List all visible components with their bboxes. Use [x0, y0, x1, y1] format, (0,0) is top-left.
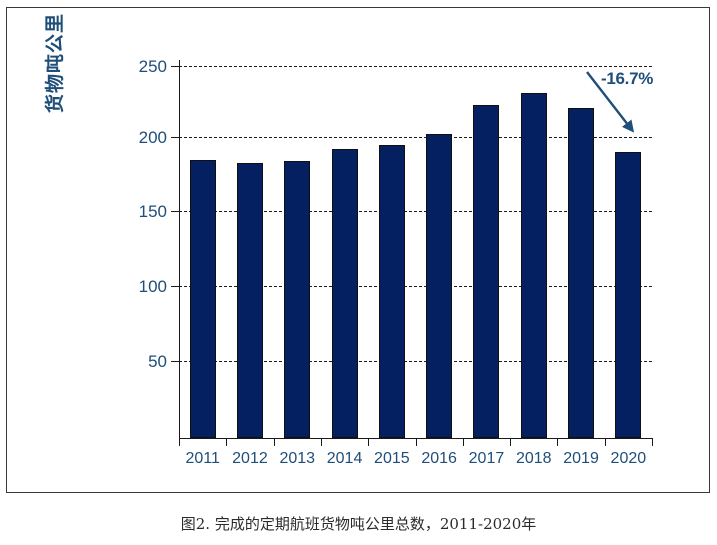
x-tick-mark-4	[368, 438, 370, 446]
y-tick-label-100: 100	[138, 277, 167, 296]
x-tick-label-2017: 2017	[468, 450, 505, 467]
y-tick-mark-250	[171, 66, 180, 67]
y-tick-mark-100	[171, 286, 180, 287]
figure-caption: 图2. 完成的定期航班货物吨公里总数，2011-2020年	[180, 515, 537, 533]
x-tick-label-2018: 2018	[515, 450, 552, 467]
gridline-50	[179, 361, 652, 362]
y-axis-title: 货物吨公里	[40, 0, 67, 163]
bar-2018	[520, 92, 547, 438]
x-tick-mark-8	[557, 438, 559, 446]
y-axis-line	[179, 60, 180, 444]
down-right-arrow-icon	[586, 71, 635, 133]
x-tick-mark-1	[226, 438, 228, 446]
bar-2012	[236, 162, 263, 438]
y-tick-mark-50	[171, 361, 180, 362]
y-tick-label-50: 50	[148, 352, 167, 371]
x-tick-mark-9	[604, 438, 606, 446]
x-tick-label-2014: 2014	[326, 450, 363, 467]
y-tick-label-250: 250	[138, 57, 167, 76]
bar-2020	[615, 152, 642, 438]
bar-2011	[189, 159, 216, 438]
gridline-150	[179, 211, 652, 212]
figure-frame: 货物吨公里 250 200 150 100 50 2011 2012 2013 201…	[6, 7, 710, 493]
x-tick-label-2011: 2011	[185, 450, 220, 467]
x-tick-label-2013: 2013	[279, 450, 316, 467]
bar-2014	[331, 149, 358, 438]
gridline-200	[179, 137, 652, 138]
x-tick-mark-0	[179, 438, 180, 446]
x-tick-label-2020: 2020	[610, 450, 647, 467]
x-tick-label-2015: 2015	[374, 450, 410, 467]
annotation-percent-change-label: -16.7%	[601, 69, 654, 88]
x-tick-label-2019: 2019	[563, 450, 599, 467]
x-tick-mark-5	[415, 438, 417, 446]
x-tick-mark-7	[510, 438, 512, 446]
x-tick-mark-6	[462, 438, 464, 446]
y-axis-title-secondary	[79, 0, 89, 168]
gridline-250	[179, 66, 652, 67]
bar-2016	[426, 134, 453, 438]
bar-2017	[473, 104, 500, 438]
bar-2019	[568, 107, 595, 438]
x-tick-mark-2	[273, 438, 275, 446]
y-tick-mark-150	[171, 211, 180, 212]
y-tick-label-150: 150	[138, 202, 167, 221]
x-tick-label-2016: 2016	[421, 450, 457, 467]
y-tick-label-200: 200	[138, 128, 167, 147]
bar-2015	[378, 144, 405, 438]
x-tick-mark-10	[652, 438, 653, 446]
bar-2013	[284, 161, 311, 438]
y-axis-title-label: 货物吨公里	[44, 13, 66, 114]
y-tick-mark-200	[171, 137, 180, 138]
gridline-100	[179, 286, 652, 287]
x-tick-mark-3	[320, 438, 322, 446]
x-tick-label-2012: 2012	[232, 450, 268, 467]
